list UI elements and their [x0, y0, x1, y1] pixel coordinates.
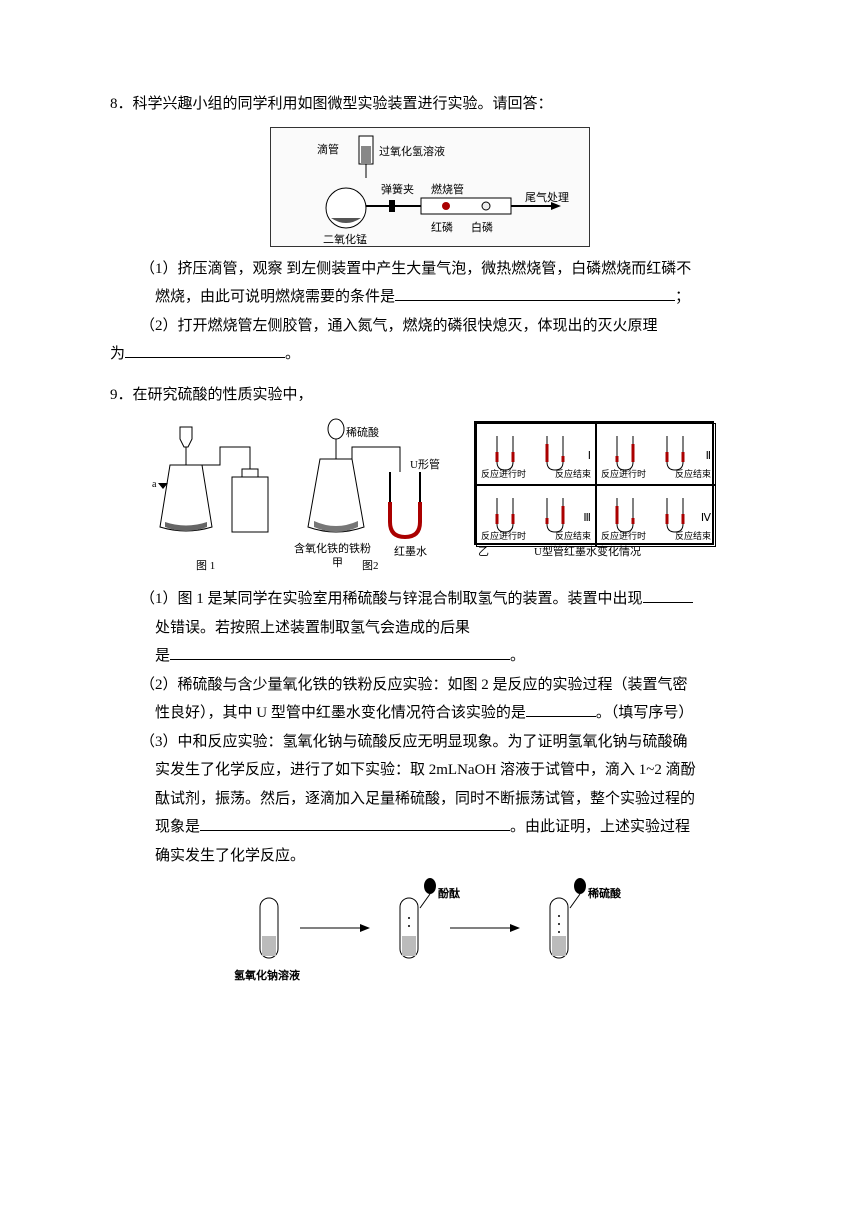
q9-blank-1a[interactable] — [643, 587, 693, 604]
label-yi: 乙 — [478, 542, 489, 563]
q9-p1-a: （1）图 1 是某同学在实验室用稀硫酸与锌混合制取氢气的装置。装置中出现 — [110, 585, 750, 614]
q9-p2-b: 性良好），其中 U 型管中红墨水变化情况符合该实验的是。（填写序号） — [110, 699, 750, 728]
q9-blank-1b[interactable] — [170, 644, 510, 661]
label-redp: 红磷 — [431, 218, 453, 239]
question-8: 8．科学兴趣小组的同学利用如图微型实验装置进行实验。请回答： — [110, 90, 750, 369]
label-clip: 弹簧夹 — [381, 180, 414, 201]
q8-p1-tail: ； — [675, 289, 690, 305]
svg-text:a: a — [152, 479, 157, 490]
q8-p2-line1: （2）打开燃烧管左侧胶管，通入氮气，燃烧的磷很快熄灭，体现出的灭火原理 — [110, 312, 750, 341]
label-whitep: 白磷 — [471, 218, 493, 239]
q8-blank-1[interactable] — [395, 285, 675, 302]
label-fig2: 图2 — [362, 556, 379, 577]
label-tail: 尾气处理 — [525, 188, 569, 209]
label-phen: 酚酞 — [438, 884, 460, 905]
label-mno2: 二氧化锰 — [323, 230, 367, 251]
q9-stem-text: 在研究硫酸的性质实验中， — [133, 387, 313, 403]
label-fig1: 图 1 — [196, 556, 215, 577]
q8-p1-line2: 燃烧，由此可说明燃烧需要的条件是 ； — [110, 283, 750, 312]
q9-blank-3[interactable] — [200, 815, 510, 832]
q9-p3-d: 现象是。由此证明，上述实验过程 — [110, 813, 750, 842]
q8-stem: 8．科学兴趣小组的同学利用如图微型实验装置进行实验。请回答： — [110, 90, 750, 119]
q9-diagrams: a 图 1 — [110, 417, 750, 577]
q9-fig1-svg: a — [140, 417, 280, 577]
q9-p3-c: 酞试剂，振荡。然后，逐滴加入足量稀硫酸，同时不断振荡试管，整个实验过程的 — [110, 785, 750, 814]
q9-stem: 9．在研究硫酸的性质实验中， — [110, 381, 750, 410]
label-grid-caption: U型管红墨水变化情况 — [534, 542, 641, 563]
q9-blank-2[interactable] — [526, 701, 596, 718]
label-ink: 红墨水 — [394, 542, 427, 563]
question-9: 9．在研究硫酸的性质实验中， a 图 1 — [110, 381, 750, 989]
label-utube: U形管 — [410, 455, 440, 476]
q8-diagram: 滴管 过氧化氢溶液 弹簧夹 燃烧管 尾气处理 二氧化锰 红磷 白磷 — [110, 127, 750, 247]
q8-p1-line1: （1）挤压滴管，观察 到左侧装置中产生大量气泡，微热燃烧管，白磷燃烧而红磷不 — [110, 255, 750, 284]
q8-p2-tail: 。 — [285, 346, 300, 362]
q8-p2-b: 为 — [110, 346, 125, 362]
q9-number: 9． — [110, 387, 133, 403]
label-jia: 甲 — [332, 553, 343, 574]
q9-diagram3: 氢氧化钠溶液 酚酞 稀硫酸 — [110, 878, 750, 988]
q8-stem-text: 科学兴趣小组的同学利用如图微型实验装置进行实验。请回答： — [133, 96, 553, 112]
label-h2o2: 过氧化氢溶液 — [379, 142, 445, 163]
label-tube: 燃烧管 — [431, 180, 464, 201]
q9-p1-c: 是。 — [110, 642, 750, 671]
label-h2so4-drop: 稀硫酸 — [588, 884, 621, 905]
q8-blank-2[interactable] — [125, 342, 285, 359]
label-h2so4-dilute: 稀硫酸 — [346, 423, 379, 444]
label-naoh: 氢氧化钠溶液 — [234, 966, 300, 987]
q9-p3-a: （3）中和反应实验：氢氧化钠与硫酸反应无明显现象。为了证明氢氧化钠与硫酸确 — [110, 728, 750, 757]
q9-p1-b: 处错误。若按照上述装置制取氢气会造成的后果 — [110, 614, 750, 643]
q9-p3-e: 确实发生了化学反应。 — [110, 842, 750, 871]
q9-p3-b: 实发生了化学反应，进行了如下实验：取 2mLNaOH 溶液于试管中，滴入 1~2… — [110, 756, 750, 785]
q9-p2-a: （2）稀硫酸与含少量氧化铁的铁粉反应实验：如图 2 是反应的实验过程（装置气密 — [110, 671, 750, 700]
q8-p1-b: 燃烧，由此可说明燃烧需要的条件是 — [155, 289, 395, 305]
q8-p2-line2: 为。 — [110, 340, 750, 369]
q8-number: 8． — [110, 96, 133, 112]
label-dropper: 滴管 — [317, 140, 339, 161]
